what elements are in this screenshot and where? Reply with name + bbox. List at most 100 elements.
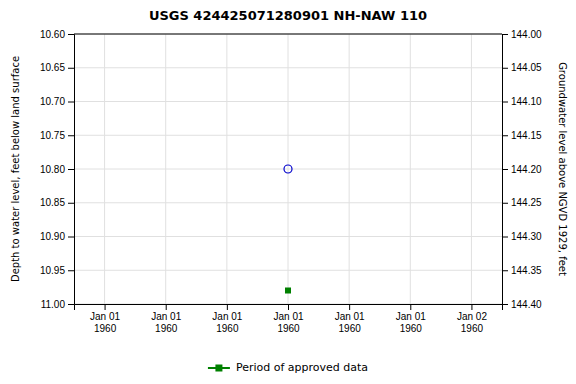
tick: Jan 011960: [151, 304, 181, 334]
y2-axis-label: Groundwater level above NGVD 1929, feet: [557, 62, 568, 276]
frame: [74, 34, 502, 35]
tick-label: Jan 011960: [90, 311, 120, 334]
title: USGS 424425071280901 NH-NAW 110: [149, 8, 427, 23]
tick-label: 10.90: [40, 231, 65, 242]
chart: Jan 011960Jan 011960Jan 011960Jan 011960…: [0, 0, 576, 384]
tick-label: 10.65: [40, 62, 65, 73]
tick-label-line: 1960: [400, 323, 423, 334]
tick-mark: [166, 304, 167, 310]
tick: 144.00: [502, 29, 542, 40]
tick-label: 144.35: [511, 265, 542, 276]
y-axis: 10.60 10.65 10.70 10.75 10.80 10.85 10.90 10.95…: [40, 29, 75, 310]
tick: 11.00: [41, 299, 74, 310]
tick: 10.95: [40, 265, 74, 276]
legend-swatch-marker: [215, 365, 222, 372]
grid: [74, 34, 502, 304]
axis-domain: [75, 305, 503, 311]
tick: Jan 011960: [90, 304, 120, 334]
tick-label: Jan 011960: [151, 311, 181, 334]
tick-label-line: 1960: [339, 323, 362, 334]
tick-mark: [68, 135, 74, 136]
tick-mark: [502, 203, 508, 204]
tick: 144.30: [502, 231, 542, 242]
tick-mark: [288, 304, 289, 310]
tick-label: 10.95: [40, 265, 65, 276]
grid-line: [74, 34, 502, 35]
y-axis-label: Depth to water level, feet below land su…: [10, 56, 21, 282]
tick-mark: [502, 237, 508, 238]
tick-mark: [227, 304, 228, 310]
tick: 144.40: [502, 299, 542, 310]
tick-mark: [68, 34, 74, 35]
tick-label: 10.60: [40, 29, 65, 40]
tick: 144.10: [502, 96, 542, 107]
tick-label: 144.30: [511, 231, 542, 242]
tick-mark: [68, 68, 74, 69]
x-axis: Jan 011960Jan 011960Jan 011960Jan 011960…: [75, 304, 503, 334]
legend-item: Period of approved data: [208, 361, 368, 374]
tick-mark: [349, 304, 350, 310]
point: [286, 288, 291, 293]
grid-line: [349, 34, 350, 304]
tick: 10.85: [40, 197, 74, 208]
tick: 10.60: [40, 29, 74, 40]
tick-label-line: Jan 01: [151, 311, 181, 322]
tick: 144.25: [502, 197, 542, 208]
tick-label-line: Jan 01: [273, 311, 303, 322]
grid-line: [288, 34, 289, 304]
tick-label: Jan 011960: [396, 311, 426, 334]
tick-label: 144.40: [511, 299, 542, 310]
tick-label: Jan 021960: [457, 311, 487, 334]
tick: 10.75: [40, 130, 74, 141]
tick-label: 144.25: [511, 197, 542, 208]
tick-mark: [68, 169, 74, 170]
plot: Jan 011960Jan 011960Jan 011960Jan 011960…: [40, 29, 542, 334]
point: [284, 165, 292, 173]
axis-domain: [503, 35, 509, 305]
tick-mark: [502, 169, 508, 170]
tick: Jan 011960: [396, 304, 426, 334]
grid-line: [165, 34, 166, 304]
tick-mark: [410, 304, 411, 310]
tick-label-line: 1960: [277, 323, 300, 334]
tick-label: 10.70: [40, 96, 65, 107]
grid-line: [226, 34, 227, 304]
tick-mark: [502, 68, 508, 69]
grid-line: [410, 34, 411, 304]
tick: 10.65: [40, 62, 74, 73]
tick: 144.15: [502, 130, 542, 141]
tick-label-line: Jan 01: [212, 311, 242, 322]
tick-mark: [105, 304, 106, 310]
tick-mark: [68, 203, 74, 204]
grid-line: [104, 34, 105, 304]
tick-label: 10.85: [40, 197, 65, 208]
tick-mark: [471, 304, 472, 310]
axis-domain: [68, 35, 75, 305]
tick-label-line: Jan 01: [335, 311, 365, 322]
tick-label: 144.15: [511, 130, 542, 141]
tick-label-line: 1960: [94, 323, 117, 334]
tick-mark: [502, 102, 508, 103]
grid-line: [471, 34, 472, 304]
tick-label: 144.00: [511, 29, 542, 40]
tick-label: Jan 011960: [273, 311, 303, 334]
tick: Jan 011960: [335, 304, 365, 334]
tick: 144.20: [502, 164, 542, 175]
tick-mark: [68, 102, 74, 103]
tick-label: 144.10: [511, 96, 542, 107]
tick-mark: [68, 304, 74, 305]
tick: 10.90: [40, 231, 74, 242]
tick-label: 11.00: [41, 299, 66, 310]
tick-label: 144.05: [511, 62, 542, 73]
tick-mark: [502, 304, 508, 305]
legend: Period of approved data: [208, 361, 368, 374]
tick-label-line: 1960: [216, 323, 239, 334]
tick: 144.35: [502, 265, 542, 276]
tick-label-line: Jan 01: [396, 311, 426, 322]
tick: 10.80: [40, 164, 74, 175]
tick-label-line: Jan 02: [457, 311, 487, 322]
tick: Jan 011960: [273, 304, 303, 334]
tick-label-line: 1960: [461, 323, 484, 334]
y2-axis: 144.00 144.05 144.10 144.15 144.20 144.25 144.…: [502, 29, 542, 310]
tick-mark: [502, 135, 508, 136]
